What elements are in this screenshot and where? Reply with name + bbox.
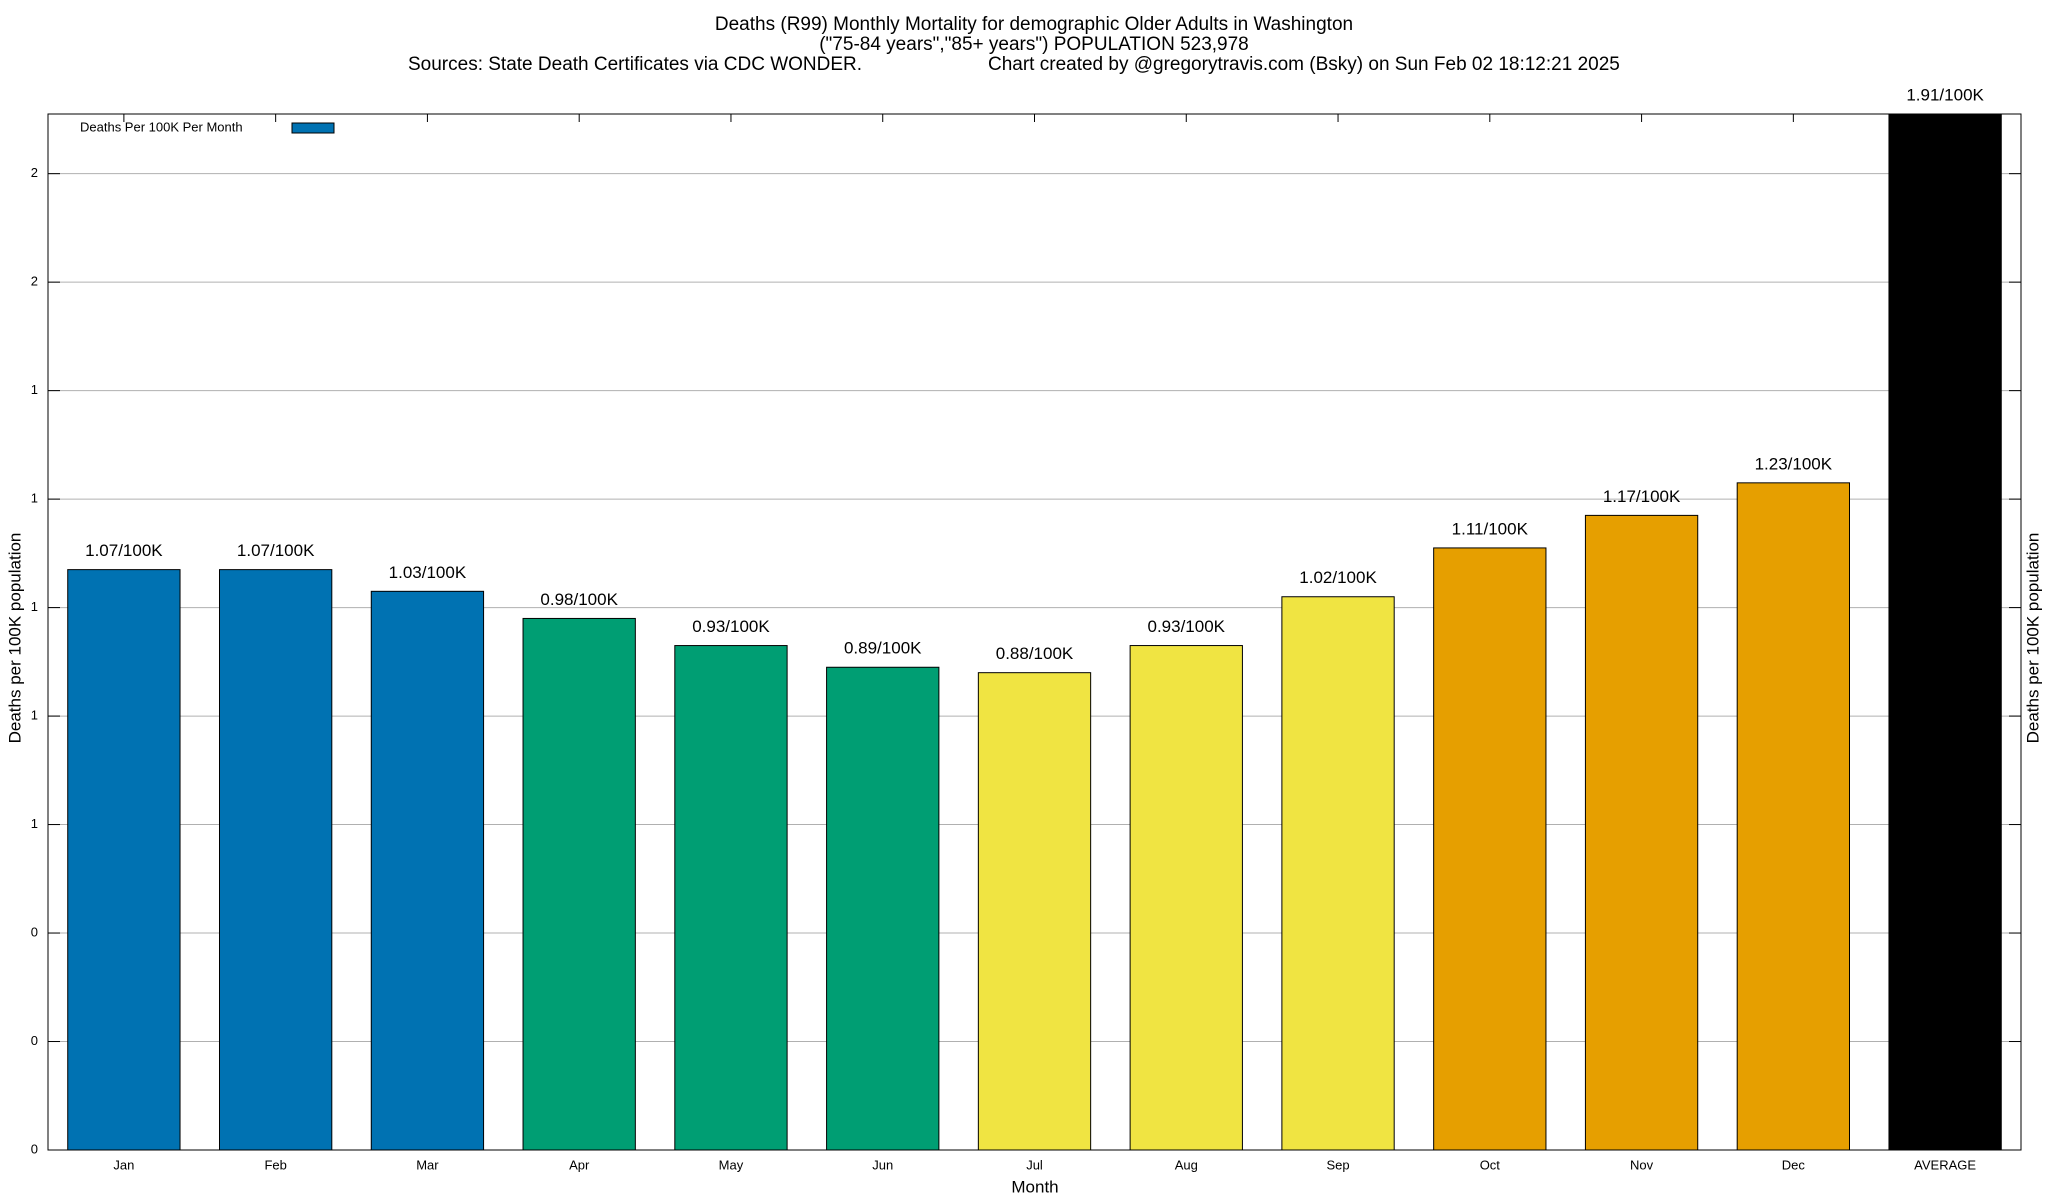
bar xyxy=(1433,547,1547,1151)
y-tick-label: 1 xyxy=(31,708,38,723)
x-tick-label: Sep xyxy=(1326,1157,1349,1172)
bar xyxy=(1584,514,1699,1151)
bar xyxy=(826,666,940,1151)
value-label: 0.89/100K xyxy=(844,639,922,658)
chart-title: Deaths (R99) Monthly Mortality for demog… xyxy=(715,14,1353,35)
value-label: 1.17/100K xyxy=(1603,487,1681,506)
y-axis-label: Deaths per 100K population xyxy=(5,533,24,744)
x-tick-label: Dec xyxy=(1782,1157,1806,1172)
value-label: 0.93/100K xyxy=(1148,617,1226,636)
value-label: 1.11/100K xyxy=(1452,519,1529,538)
y-tick-label: 0 xyxy=(31,1141,38,1156)
bar xyxy=(674,645,788,1151)
value-label: 1.02/100K xyxy=(1299,568,1377,587)
value-label: 0.88/100K xyxy=(996,644,1074,663)
y-tick-label: 0 xyxy=(31,1033,38,1048)
bar xyxy=(370,590,485,1151)
legend-swatch xyxy=(291,122,335,134)
bar xyxy=(1736,482,1851,1151)
chart-subtitle: ("75-84 years","85+ years") POPULATION 5… xyxy=(819,34,1249,55)
bar xyxy=(1888,113,2002,1151)
y-tick-label: 1 xyxy=(31,491,38,506)
x-tick-label: Oct xyxy=(1480,1157,1501,1172)
x-axis-label: Month xyxy=(1011,1177,1058,1196)
y2-axis-label: Deaths per 100K population xyxy=(2023,533,2042,744)
value-label: 1.07/100K xyxy=(85,541,163,560)
bar xyxy=(67,569,181,1151)
plot-frame xyxy=(47,113,2022,1151)
x-tick-label: Aug xyxy=(1175,1157,1198,1172)
x-tick-label: Apr xyxy=(569,1157,590,1172)
y-tick-label: 1 xyxy=(31,382,38,397)
bar xyxy=(218,569,333,1151)
value-label: 1.91/100K xyxy=(1906,85,1984,104)
value-label: 0.93/100K xyxy=(692,617,770,636)
value-label: 1.03/100K xyxy=(389,563,467,582)
x-tick-label: May xyxy=(719,1157,744,1172)
y-tick-label: 1 xyxy=(31,816,38,831)
x-tick-label: Jul xyxy=(1026,1157,1043,1172)
chart-credit: Chart created by @gregorytravis.com (Bsk… xyxy=(988,54,1620,75)
x-tick-label: AVERAGE xyxy=(1914,1157,1976,1172)
y-tick-label: 2 xyxy=(31,165,38,180)
x-tick-label: Jan xyxy=(113,1157,134,1172)
bar xyxy=(522,617,636,1151)
value-label: 1.23/100K xyxy=(1755,454,1833,473)
bar xyxy=(977,672,1092,1151)
x-tick-label: Jun xyxy=(872,1157,893,1172)
legend-label: Deaths Per 100K Per Month xyxy=(80,119,243,134)
bar xyxy=(1281,596,1395,1151)
chart-source: Sources: State Death Certificates via CD… xyxy=(408,54,862,75)
value-label: 1.07/100K xyxy=(237,541,315,560)
bar xyxy=(1129,645,1243,1151)
value-label: 0.98/100K xyxy=(540,590,618,609)
y-tick-label: 1 xyxy=(31,599,38,614)
y-tick-label: 2 xyxy=(31,274,38,289)
x-tick-label: Mar xyxy=(416,1157,439,1172)
y-tick-label: 0 xyxy=(31,924,38,939)
x-tick-label: Nov xyxy=(1630,1157,1654,1172)
x-tick-label: Feb xyxy=(264,1157,286,1172)
